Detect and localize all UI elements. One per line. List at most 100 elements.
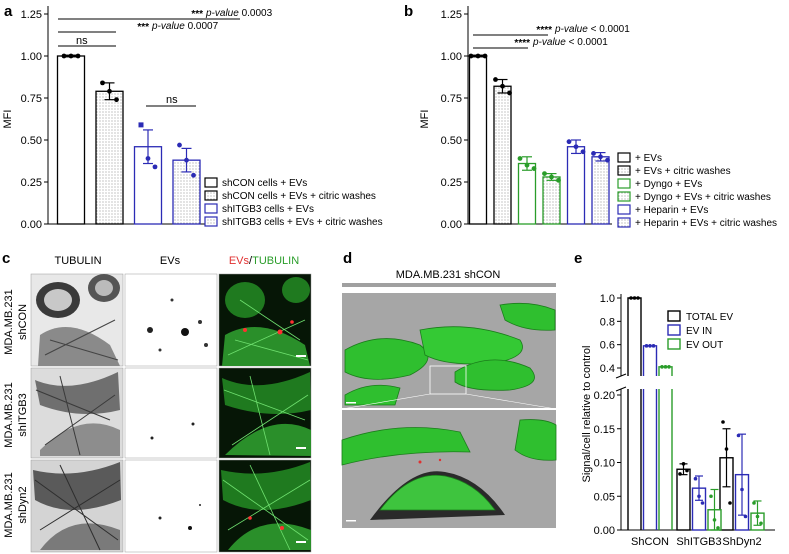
bar — [493, 85, 512, 225]
p-value-italic: p-value — [151, 21, 185, 32]
sig-line-1-stars: **** — [536, 25, 552, 36]
y-tick-label: 0.50 — [21, 135, 42, 147]
evs-image-shcon — [124, 273, 218, 367]
data-point — [681, 462, 686, 466]
legend-swatch — [617, 217, 631, 228]
legend-label: EV IN — [686, 326, 712, 337]
data-point — [605, 157, 610, 163]
header-evs: EVs — [160, 255, 181, 267]
y-tick-label: 0.25 — [441, 177, 462, 189]
data-point — [759, 521, 763, 526]
bar — [133, 146, 163, 225]
data-point — [75, 53, 81, 59]
y-tick-label: 0.4 — [600, 363, 615, 375]
chart-a: 0.00 0.25 0.50 0.75 1.00 1.25 MFI shCON cells +… — [2, 6, 383, 231]
data-point — [752, 501, 756, 505]
data-point — [114, 97, 119, 103]
y-tick-label: 0.75 — [441, 93, 462, 105]
render-top-view — [342, 293, 556, 408]
data-point — [660, 365, 664, 369]
data-point — [651, 344, 656, 348]
y-tick-label: 0.6 — [600, 340, 615, 352]
x-tick-label: ShDyn2 — [722, 536, 761, 548]
header-merge-evs: EVs — [229, 255, 250, 267]
y-tick-label: 1.25 — [441, 9, 462, 21]
panel-label-e: e — [574, 250, 582, 267]
bar-upper — [642, 345, 658, 376]
legend-swatch — [617, 204, 631, 215]
data-point — [724, 447, 729, 451]
p-value-number: < 0.0001 — [566, 37, 608, 48]
y-tick-label: 1.00 — [21, 51, 42, 63]
panel-label-c: c — [2, 250, 10, 267]
row-label-shcon: MDA.MB.231 shCON — [3, 289, 29, 354]
data-point — [68, 53, 74, 59]
merge-image-shitgb3 — [218, 367, 312, 459]
sig-line-2-label: p-value < 0.0001 — [532, 37, 608, 48]
bar — [676, 468, 691, 531]
legend-swatch — [667, 324, 681, 336]
p-value-italic: p-value — [554, 24, 588, 35]
data-point — [468, 53, 474, 59]
render-title: MDA.MB.231 shCON — [396, 269, 501, 281]
bar — [517, 162, 537, 225]
data-point — [531, 166, 537, 171]
legend-swatch — [667, 338, 681, 350]
data-point — [107, 88, 112, 94]
tubulin-image-shcon — [30, 273, 124, 367]
y-tick-label: 0.50 — [441, 135, 462, 147]
legend-label: EV OUT — [686, 340, 723, 351]
y-tick-label: 0.15 — [594, 424, 615, 436]
x-tick-label: ShITGB3 — [676, 536, 721, 548]
y-tick-label: 0.8 — [600, 316, 615, 328]
legend-swatch — [617, 152, 631, 163]
data-point — [728, 501, 732, 505]
legend-label: shCON cells + EVs + citric washes — [222, 191, 376, 202]
legend-label: + EVs + citric washes — [635, 166, 731, 177]
p-value-number: < 0.0001 — [588, 24, 630, 35]
data-point — [736, 433, 741, 438]
bar-lower — [627, 389, 642, 530]
data-point — [475, 53, 481, 59]
header-merge-sep: / — [249, 255, 253, 267]
data-point — [629, 296, 633, 300]
render-panel: MDA.MB.231 shCON — [341, 269, 557, 528]
data-point — [721, 420, 725, 424]
bar — [95, 90, 124, 225]
panel-label-b: b — [404, 3, 413, 20]
data-point — [61, 53, 67, 59]
legend-label: + Dyngo + EVs — [635, 179, 702, 190]
data-point — [566, 139, 572, 145]
data-point — [580, 149, 586, 155]
data-point — [740, 487, 744, 492]
data-point — [556, 177, 561, 183]
sig-line-2-stars: **** — [514, 38, 530, 49]
p-value-number: 0.0003 — [239, 8, 273, 19]
data-point — [716, 526, 720, 530]
data-point — [743, 514, 748, 519]
data-point — [177, 142, 182, 148]
y-tick-label: 0.00 — [594, 525, 615, 537]
bar — [56, 55, 86, 225]
y-axis-label: MFI — [419, 110, 431, 129]
data-point — [493, 77, 498, 82]
header-merge: EVs/TUBULIN — [229, 255, 299, 267]
panel-label-d: d — [343, 250, 352, 267]
y-tick-label: 1.00 — [441, 51, 462, 63]
micrograph-panel: TUBULIN EVs EVs/TUBULIN MDA.MB.231 shCON … — [3, 255, 312, 553]
merge-image-shcon — [218, 273, 312, 367]
ns-label-1: ns — [76, 35, 88, 47]
y-tick-label: 0.05 — [594, 491, 615, 503]
data-point — [663, 365, 668, 369]
ns-label-2: ns — [166, 94, 178, 106]
bar — [468, 55, 488, 225]
p-value-number: 0.0007 — [185, 21, 219, 32]
merge-image-shdyn2 — [218, 459, 312, 553]
legend-swatch — [667, 310, 681, 322]
bar — [542, 176, 561, 225]
data-point — [549, 174, 554, 180]
bar — [591, 156, 610, 225]
legend-swatch — [204, 190, 218, 201]
data-point — [517, 156, 523, 161]
